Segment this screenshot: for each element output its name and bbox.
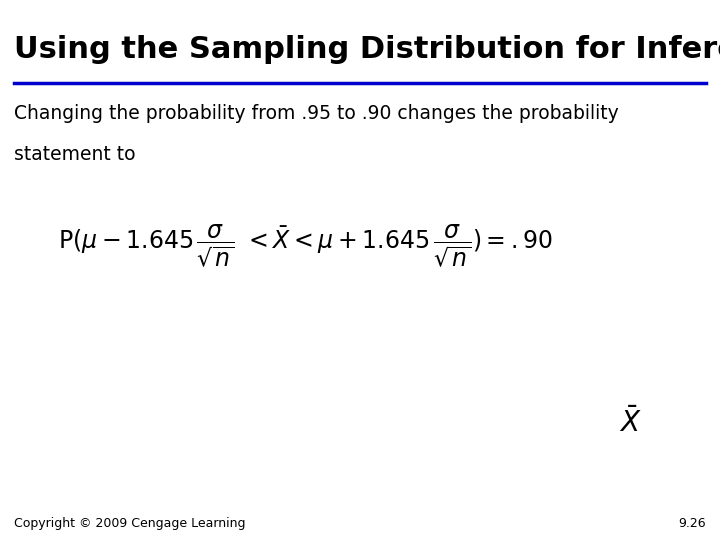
Text: Changing the probability from .95 to .90 changes the probability: Changing the probability from .95 to .90… bbox=[14, 104, 619, 123]
Text: $\bar{X}$: $\bar{X}$ bbox=[618, 408, 642, 438]
Text: 9.26: 9.26 bbox=[678, 517, 706, 530]
Text: Using the Sampling Distribution for Inference: Using the Sampling Distribution for Infe… bbox=[14, 35, 720, 64]
Text: $\mathrm{P}(\mu - 1.645\,\dfrac{\sigma}{\sqrt{n}}\ < \bar{X} < \mu + 1.645\,\dfr: $\mathrm{P}(\mu - 1.645\,\dfrac{\sigma}{… bbox=[58, 223, 552, 271]
Text: statement to: statement to bbox=[14, 145, 136, 164]
Text: Copyright © 2009 Cengage Learning: Copyright © 2009 Cengage Learning bbox=[14, 517, 246, 530]
